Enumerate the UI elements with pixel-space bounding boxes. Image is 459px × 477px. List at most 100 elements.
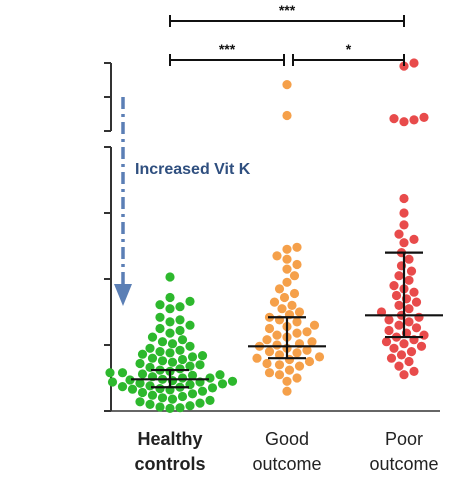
data-point [294,361,305,371]
data-point [411,323,422,333]
data-point [155,384,165,394]
data-point [274,284,285,294]
data-point [175,364,185,374]
data-point [396,350,407,360]
data-point [292,328,302,338]
data-point [175,403,185,413]
data-point [292,242,302,252]
data-point [384,315,394,325]
data-point [284,365,295,375]
data-point [289,271,300,281]
data-point [185,341,195,351]
data-point [155,347,165,357]
data-point [409,58,419,68]
data-point [292,317,302,327]
data-point [394,300,404,310]
data-point [117,368,128,378]
data-point [389,343,399,353]
significance-label: *** [219,41,236,57]
data-point [409,115,419,125]
data-point [419,330,429,340]
data-point [406,266,417,276]
data-point [287,300,297,310]
data-point [105,368,115,378]
data-point [282,244,292,254]
data-point [167,357,178,367]
data-point [217,379,228,389]
data-point [157,356,168,366]
data-point [167,394,178,404]
data-point [394,361,404,371]
data-point [137,349,148,359]
data-point [404,304,414,314]
data-point [175,315,185,325]
data-point [394,229,404,239]
data-point [404,356,414,367]
data-point [294,307,305,317]
data-point [137,387,148,398]
data-point [292,348,302,358]
median-iqr-bars [131,251,443,389]
data-point [272,340,282,350]
data-point [292,259,302,270]
data-point [185,361,195,371]
data-point [185,296,195,306]
data-point [399,370,409,380]
data-point [302,327,312,337]
data-point [309,320,320,330]
data-point [264,368,275,378]
data-point [399,339,409,349]
data-point [404,275,414,285]
data-point [279,292,290,303]
data-point [391,290,402,301]
category-label: Healthy controls [134,429,205,474]
category-label-line: outcome [369,454,438,474]
data-point [175,302,185,312]
data-point [272,330,282,340]
data-point [381,337,392,347]
data-point [177,335,188,345]
data-point [389,281,399,291]
data-point [404,254,414,264]
data-point [399,61,409,71]
data-point [107,377,118,387]
data-point [135,397,145,407]
vit-k-annotation: Increased Vit K [114,97,251,306]
data-point [419,112,429,122]
data-point [304,356,315,367]
data-point [394,320,404,330]
data-point [386,353,397,363]
data-point [262,335,272,345]
data-point [282,386,292,396]
data-point [414,312,424,322]
data-point [155,402,165,412]
data-point [165,272,175,282]
data-point [282,277,292,287]
data-point [177,373,188,383]
data-point [195,398,205,408]
annotation-text: Increased Vit K [135,161,251,178]
data-point [264,323,275,334]
data-point [282,376,292,386]
data-point [195,360,205,370]
data-point [215,370,225,380]
data-point [406,347,417,357]
data-point [165,292,175,303]
data-point [384,325,394,336]
data-point [145,399,155,409]
data-point [135,358,145,369]
data-point [389,114,399,124]
data-point [399,117,409,127]
data-point [302,345,312,355]
annotation-arrowhead [114,284,132,306]
data-point [185,320,195,330]
data-point [127,384,138,394]
data-point [282,110,292,121]
data-point [404,317,414,327]
data-point [277,304,287,314]
data-point [262,358,272,369]
data-point [145,381,155,391]
data-point [175,325,185,336]
category-labels: Healthy controls Good outcome Poor outcome [134,429,438,474]
